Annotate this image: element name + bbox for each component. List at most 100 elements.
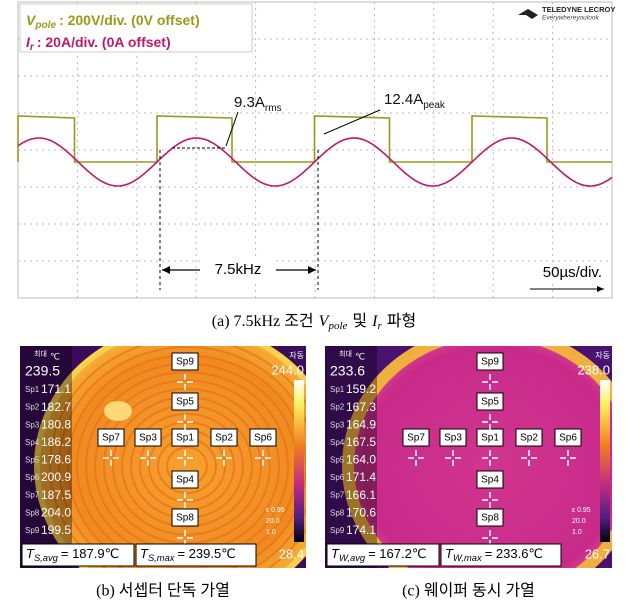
spot-name: Sp3 [330,420,345,429]
spot-name: Sp6 [330,473,345,482]
marker-label: Sp3 [139,433,157,444]
spot-name: Sp5 [25,456,40,465]
crosshair [560,450,576,466]
marker-label: Sp2 [215,433,233,444]
marker-label: Sp7 [407,433,425,444]
spot-value: 200.9 [41,470,71,484]
footer-value: TW,max = 233.6℃ [445,546,543,563]
marker-label: Sp6 [559,433,577,444]
spot-value: 171.4 [346,470,376,484]
crosshair [177,492,193,508]
spot-name: Sp6 [25,473,40,482]
unit: ℃ [50,351,60,361]
spot-value: 178.6 [41,453,71,467]
subscript: peak [423,100,446,111]
subscript: pole [34,20,56,31]
caption: (b) 서셉터 단독 가열 [96,582,230,600]
spot-value: 199.5 [41,523,71,537]
spot-name: Sp2 [330,403,345,412]
footer-box [21,543,135,567]
param: 20.0 [572,518,586,525]
spot-name: Sp9 [25,526,40,535]
spot-value: 171.1 [41,382,71,396]
caption-part: I [371,313,378,330]
crosshair [103,450,119,466]
spot-value: 170.6 [346,505,376,519]
spot-value: 164.0 [346,453,376,467]
crosshair [482,530,498,546]
spot-name: Sp4 [25,438,40,447]
label-text: = 233.6℃ [485,546,543,561]
spot-name: Sp7 [330,491,345,500]
marker-label: Sp9 [481,357,499,368]
color-bar [600,380,610,542]
label-text: = 187.9℃ [61,546,119,561]
footer-box [135,543,257,567]
spot-name: Sp7 [25,491,40,500]
label-text: = 167.2℃ [368,546,426,561]
crosshair [216,450,232,466]
marker-label: Sp7 [102,433,120,444]
leader-line [323,109,381,135]
subscript: W,avg [339,553,366,563]
subscript: S,avg [34,553,59,563]
marker-box [476,392,504,411]
marker-box [134,428,162,447]
label-bg [522,262,608,282]
scale-top: 244.0 [271,362,304,377]
subscript: r [30,42,35,53]
ring [58,346,306,568]
caption-part: V [319,313,331,330]
param: ε 0.95 [572,507,591,514]
marker-box [515,428,543,447]
max-value: 239.5 [25,363,60,379]
crosshair [177,450,193,466]
frequency-label: 7.5kHz [215,261,262,278]
max-label: 최대 [339,349,352,358]
spot-value: 187.5 [41,488,71,502]
label-text: : 20A/div. (0A offset) [37,34,171,50]
label-text: = 239.5℃ [177,546,235,561]
spot-name: Sp4 [330,438,345,447]
spot-value: 204.0 [41,505,71,519]
crosshair [177,374,193,390]
param: ε 0.95 [266,507,285,514]
marker-label: Sp5 [481,397,499,408]
footer-box [440,543,562,567]
max-label: 최대 [34,349,47,358]
symbol: V [26,12,37,28]
spot-value: 164.9 [346,417,376,431]
marker-box [402,428,430,447]
marker-box [171,508,199,527]
disk [354,346,612,568]
param: 1.0 [266,529,276,536]
label-bg [200,260,276,280]
side-panel [20,346,72,568]
marker-box [171,470,199,489]
scale-bottom: 26.7 [585,546,610,561]
marker-box [554,428,582,447]
marker-box [476,470,504,489]
subscript: W,max [453,553,482,563]
crosshair [445,450,461,466]
leader-line [225,111,239,147]
marker-label: Sp6 [254,433,272,444]
value: 9.3A [234,94,265,111]
marker-label: Sp8 [176,513,194,524]
symbol: I [26,34,31,50]
color-bar [294,380,304,542]
spot-name: Sp1 [25,385,40,394]
spot-value: 159.2 [346,382,376,396]
caption: (a) 7.5kHz 조건 Vpole 및 Ir 파형 [212,312,416,332]
spot-value: 186.2 [41,435,71,449]
crosshair [482,374,498,390]
disk [34,346,306,568]
caption-part: 파형 [387,312,416,330]
caption: (c) 웨이퍼 동시 가열 [402,582,535,600]
spot-value: 167.5 [346,435,376,449]
marker-box [439,428,467,447]
brand-tagline: Everywhereyoulook [542,15,599,22]
side-panel [325,346,377,568]
spot-name: Sp8 [330,508,345,517]
